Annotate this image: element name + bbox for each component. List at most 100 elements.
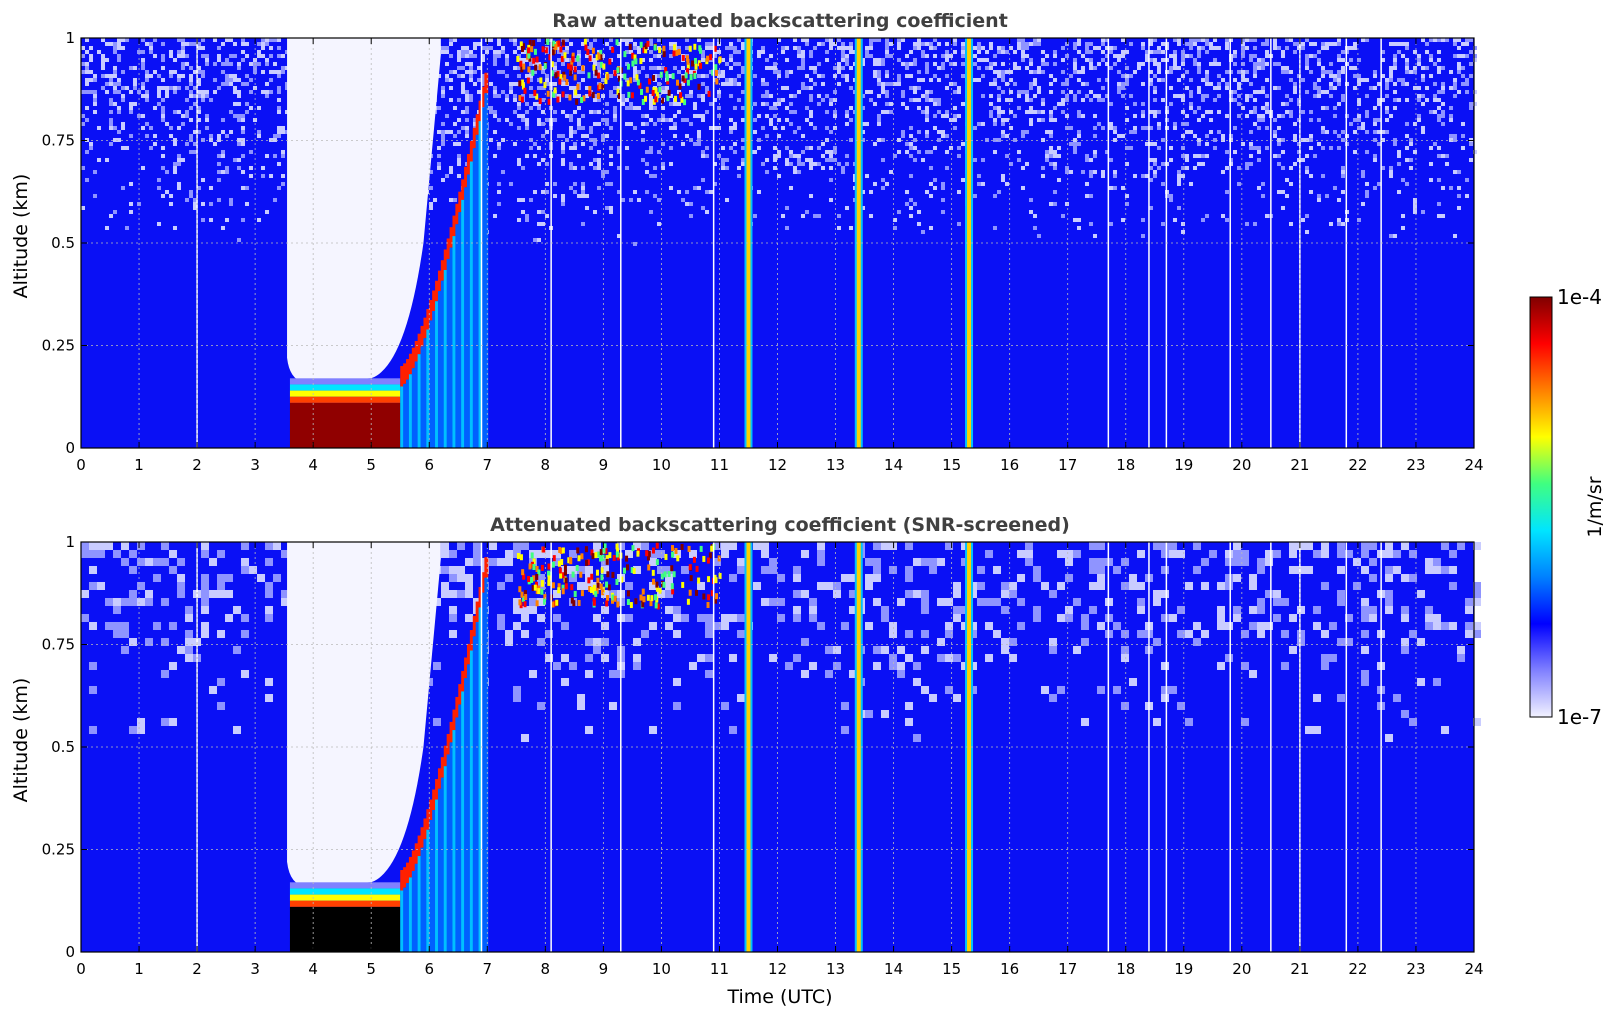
heatmap-cell [837, 162, 841, 166]
heatmap-cell [649, 50, 653, 54]
heatmap-cell [697, 142, 701, 146]
heatmap-cell [673, 102, 677, 106]
heatmap-cell [701, 178, 705, 182]
heatmap-cell [1041, 98, 1045, 102]
heatmap-cell [1405, 58, 1409, 62]
heatmap-cell [109, 82, 113, 86]
heatmap-cell [1353, 42, 1357, 46]
x-tick-label: 23 [1406, 456, 1425, 474]
heatmap-cell [737, 98, 741, 102]
heatmap-cell [113, 138, 117, 142]
heatmap-cell [573, 94, 577, 98]
high-cloud-cell [523, 87, 527, 94]
heatmap-cell [1037, 234, 1041, 238]
heatmap-cell [1337, 694, 1345, 702]
heatmap-cell [1417, 678, 1425, 686]
heatmap-cell [441, 46, 445, 50]
high-cloud-cell [596, 72, 600, 79]
heatmap-cell [189, 82, 193, 86]
heatmap-cell [793, 46, 797, 50]
high-cloud-cell [689, 74, 693, 81]
heatmap-cell [1053, 162, 1057, 166]
heatmap-cell [997, 94, 1001, 98]
heatmap-cell [1073, 138, 1077, 142]
heatmap-cell [1201, 98, 1205, 102]
heatmap-cell [721, 614, 729, 622]
high-cloud-cell [602, 547, 606, 554]
heatmap-cell [1453, 82, 1457, 86]
heatmap-cell [1153, 162, 1157, 166]
heatmap-cell [577, 94, 581, 98]
heatmap-cell [1085, 194, 1089, 198]
heatmap-cell [653, 174, 657, 178]
heatmap-cell [1153, 638, 1161, 646]
heatmap-cell [1397, 78, 1401, 82]
heatmap-cell [1261, 118, 1265, 122]
heatmap-cell [193, 142, 197, 146]
heatmap-cell [89, 58, 93, 62]
heatmap-cell [793, 614, 801, 622]
heatmap-cell [1013, 62, 1017, 66]
cloud-edge-cell [426, 309, 431, 330]
high-cloud-cell [650, 595, 654, 602]
heatmap-cell [1009, 162, 1013, 166]
heatmap-cell [1189, 182, 1193, 186]
heatmap-cell [265, 582, 273, 590]
heatmap-cell [1017, 150, 1021, 154]
heatmap-cell [1341, 94, 1345, 98]
heatmap-cell [777, 598, 785, 606]
heatmap-cell [193, 150, 197, 154]
heatmap-cell [249, 566, 257, 574]
heatmap-cell [1081, 114, 1085, 118]
heatmap-cell [517, 158, 521, 162]
heatmap-cell [705, 74, 709, 78]
heatmap-cell [529, 106, 533, 110]
heatmap-cell [869, 190, 873, 194]
heatmap-cell [541, 134, 545, 138]
heatmap-cell [197, 90, 201, 94]
heatmap-cell [1441, 90, 1445, 94]
high-cloud-cell [595, 54, 599, 61]
heatmap-cell [1153, 170, 1157, 174]
heatmap-cell [1197, 86, 1201, 90]
heatmap-cell [821, 98, 825, 102]
heatmap-cell [441, 130, 445, 134]
heatmap-cell [645, 170, 649, 174]
heatmap-cell [677, 46, 681, 50]
heatmap-cell [1105, 46, 1109, 50]
heatmap-cell [885, 42, 889, 46]
high-cloud-cell [616, 601, 620, 608]
heatmap-cell [257, 42, 261, 46]
heatmap-cell [1089, 62, 1093, 66]
heatmap-cell [1441, 38, 1445, 42]
heatmap-cell [449, 630, 457, 638]
high-cloud-cell [571, 52, 575, 59]
heatmap-cell [1061, 98, 1065, 102]
heatmap-cell [545, 550, 553, 558]
heatmap-cell [729, 118, 733, 122]
heatmap-cell [1457, 38, 1461, 42]
heatmap-cell [185, 614, 193, 622]
heatmap-cell [157, 222, 161, 226]
heatmap-cell [221, 130, 225, 134]
heatmap-cell [757, 138, 761, 142]
heatmap-cell [433, 598, 441, 606]
heatmap-cell [737, 630, 745, 638]
heatmap-cell [1369, 614, 1377, 622]
cloud-edge-cell [466, 154, 471, 175]
heatmap-cell [809, 110, 813, 114]
heatmap-cell [649, 150, 653, 154]
heatmap-cell [1029, 62, 1033, 66]
heatmap-cell [1109, 126, 1113, 130]
heatmap-cell [1081, 70, 1085, 74]
heatmap-cell [661, 106, 665, 110]
heatmap-cell [1073, 218, 1077, 222]
heatmap-cell [929, 566, 937, 574]
heatmap-cell [913, 590, 921, 598]
heatmap-cell [1373, 86, 1377, 90]
heatmap-cell [1393, 66, 1397, 70]
heatmap-cell [585, 38, 589, 42]
heatmap-cell [897, 78, 901, 82]
heatmap-cell [553, 194, 557, 198]
heatmap-cell [1029, 70, 1033, 74]
